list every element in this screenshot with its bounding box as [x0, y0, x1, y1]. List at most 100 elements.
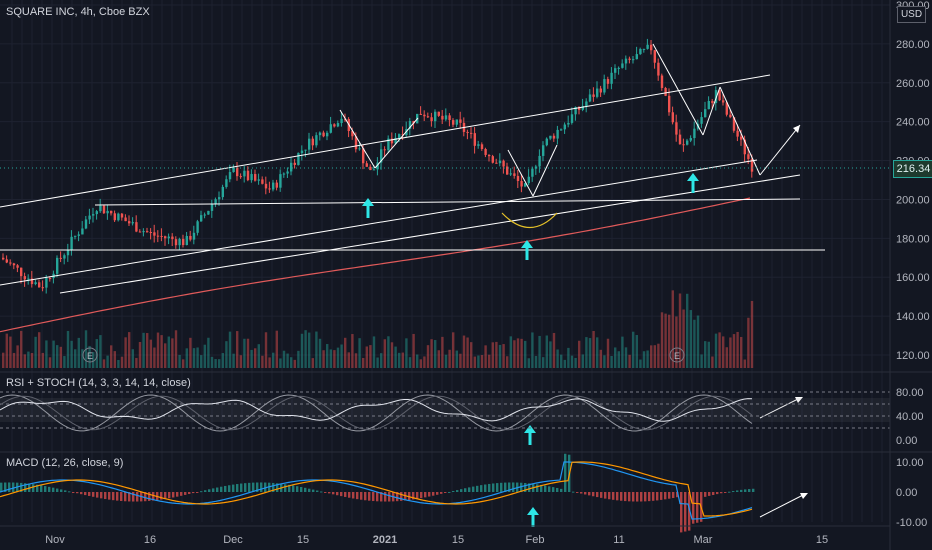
volume-bar	[300, 333, 304, 368]
macd-histogram-bar	[464, 488, 467, 492]
candle-body	[581, 106, 584, 110]
candle-body	[480, 144, 484, 150]
macd-histogram-bar	[300, 486, 303, 492]
candle-body	[419, 113, 422, 115]
volume-bar	[275, 330, 278, 368]
macd-histogram-bar	[304, 487, 307, 492]
volume-bar	[380, 353, 383, 368]
macd-histogram-bar	[544, 485, 547, 492]
volume-bar	[333, 350, 336, 368]
volume-bar	[534, 355, 538, 368]
volume-bar	[30, 353, 34, 368]
macd-histogram-bar	[436, 492, 439, 495]
macd-histogram-bar	[672, 492, 675, 498]
currency-badge[interactable]: USD	[897, 6, 926, 23]
volume-bar	[372, 336, 376, 368]
volume-bar	[498, 344, 502, 368]
candle-body	[282, 173, 286, 175]
volume-bar	[390, 342, 394, 368]
candle-body	[502, 160, 505, 167]
volume-bar	[48, 357, 52, 368]
candle-body	[455, 119, 458, 125]
volume-bar	[387, 336, 390, 368]
macd-histogram-bar	[376, 492, 379, 502]
time-tick-label: 16	[144, 534, 156, 546]
candle-body	[336, 123, 340, 127]
price-tick-label: 200.00	[896, 194, 930, 206]
macd-histogram-bar	[600, 492, 603, 498]
candle-body	[81, 228, 84, 235]
volume-bar	[41, 352, 44, 368]
time-tick-label: 11	[613, 534, 624, 546]
volume-bar	[664, 313, 667, 368]
macd-histogram-bar	[644, 492, 647, 502]
candle-body	[376, 162, 379, 170]
candle-body	[59, 257, 62, 259]
candle-body	[725, 102, 728, 115]
volume-bar	[725, 347, 728, 368]
macd-histogram-bar	[296, 486, 299, 492]
macd-histogram-bar	[624, 492, 627, 502]
candle-body	[153, 232, 156, 236]
candle-body	[228, 172, 232, 180]
macd-histogram-bar	[356, 492, 359, 500]
rsi-tick-label: 0.00	[896, 435, 917, 447]
macd-histogram-bar	[240, 483, 243, 492]
candle-body	[740, 136, 743, 140]
macd-histogram-bar	[688, 492, 691, 531]
volume-bar	[711, 356, 714, 368]
candle-body	[171, 236, 174, 240]
macd-histogram-bar	[336, 492, 339, 496]
volume-bar	[308, 332, 311, 368]
macd-histogram-bar	[32, 484, 35, 492]
volume-bar	[203, 344, 206, 368]
price-tick-label: 280.00	[896, 39, 930, 51]
volume-bar	[405, 338, 408, 368]
candle-body	[156, 235, 160, 237]
volume-bar	[88, 345, 91, 368]
candle-body	[110, 210, 113, 214]
macd-histogram-bar	[372, 492, 375, 502]
volume-bar	[279, 358, 282, 368]
volume-bar	[570, 355, 574, 368]
macd-histogram-bar	[180, 492, 183, 496]
candle-body	[452, 120, 455, 125]
candle-body	[596, 88, 599, 97]
volume-bar	[34, 336, 37, 368]
macd-histogram-bar	[508, 482, 511, 492]
earnings-marker: E	[87, 351, 93, 361]
volume-bar	[426, 345, 430, 368]
volume-bar	[336, 347, 340, 368]
trendline	[0, 159, 758, 286]
macd-histogram-bar	[92, 492, 95, 497]
macd-histogram-bar	[272, 482, 275, 492]
candle-body	[610, 72, 613, 84]
volume-bar	[624, 347, 628, 368]
candle-body	[232, 167, 235, 173]
macd-histogram-bar	[104, 492, 107, 500]
price-tick-label: 240.00	[896, 117, 930, 129]
volume-bar	[642, 351, 646, 368]
macd-histogram-bar	[224, 485, 227, 492]
macd-histogram-bar	[744, 489, 747, 492]
candle-body	[621, 63, 624, 68]
candle-body	[524, 183, 527, 187]
volume-bar	[362, 357, 365, 368]
candle-body	[707, 100, 710, 110]
trendline	[759, 124, 801, 176]
volume-bar	[448, 349, 451, 368]
macd-histogram-bar	[260, 482, 263, 492]
volume-bar	[326, 344, 329, 368]
candle-body	[513, 173, 516, 176]
candle-body	[358, 148, 361, 150]
macd-histogram-bar	[472, 486, 475, 492]
candle-body	[84, 219, 88, 229]
macd-histogram-bar	[368, 492, 371, 501]
candle-body	[254, 174, 257, 181]
volume-bar	[581, 354, 584, 368]
candle-body	[714, 90, 718, 104]
candle-body	[189, 235, 192, 240]
volume-bar	[750, 300, 754, 368]
